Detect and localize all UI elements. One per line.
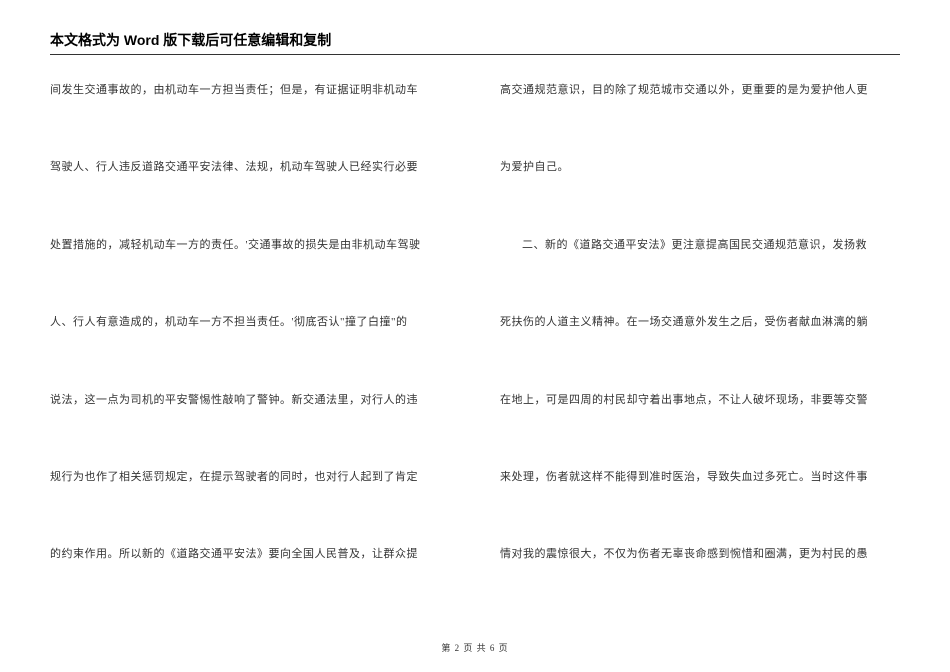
text-line: 处置措施的，减轻机动车一方的责任。'交通事故的损失是由非机动车驾驶 [50, 238, 450, 253]
text-line: 来处理，伤者就这样不能得到准时医治，导致失血过多死亡。当时这件事 [500, 470, 900, 485]
text-line: 人、行人有意造成的，机动车一方不担当责任。'彻底否认"撞了白撞"的 [50, 315, 450, 330]
text-line: 间发生交通事故的，由机动车一方担当责任；但是，有证据证明非机动车 [50, 83, 450, 98]
header-title: 本文格式为 Word 版下载后可任意编辑和复制 [50, 30, 900, 50]
text-line: 驾驶人、行人违反道路交通平安法律、法规，机动车驾驶人已经实行必要 [50, 160, 450, 175]
text-line: 死扶伤的人道主义精神。在一场交通意外发生之后，受伤者献血淋漓的躺 [500, 315, 900, 330]
text-line: 规行为也作了相关惩罚规定，在提示驾驶者的同时，也对行人起到了肯定 [50, 470, 450, 485]
text-line: 说法，这一点为司机的平安警惕性敲响了警钟。新交通法里，对行人的违 [50, 393, 450, 408]
text-line: 高交通规范意识，目的除了规范城市交通以外，更重要的是为爱护他人更 [500, 83, 900, 98]
left-column: 间发生交通事故的，由机动车一方担当责任；但是，有证据证明非机动车 驾驶人、行人违… [50, 83, 450, 563]
text-line: 的约束作用。所以新的《道路交通平安法》要向全国人民普及，让群众提 [50, 547, 450, 562]
text-line: 二、新的《道路交通平安法》更注意提高国民交通规范意识，发扬救 [500, 238, 900, 253]
page-footer: 第 2 页 共 6 页 [0, 641, 950, 654]
text-line: 在地上，可是四周的村民却守着出事地点，不让人破坏现场，非要等交警 [500, 393, 900, 408]
document-body: 间发生交通事故的，由机动车一方担当责任；但是，有证据证明非机动车 驾驶人、行人违… [50, 83, 900, 563]
text-line: 为爱护自己。 [500, 160, 900, 175]
document-header: 本文格式为 Word 版下载后可任意编辑和复制 [50, 30, 900, 55]
text-line: 情对我的震惊很大，不仅为伤者无辜丧命感到惋惜和圈满，更为村民的愚 [500, 547, 900, 562]
right-column: 高交通规范意识，目的除了规范城市交通以外，更重要的是为爱护他人更 为爱护自己。 … [500, 83, 900, 563]
